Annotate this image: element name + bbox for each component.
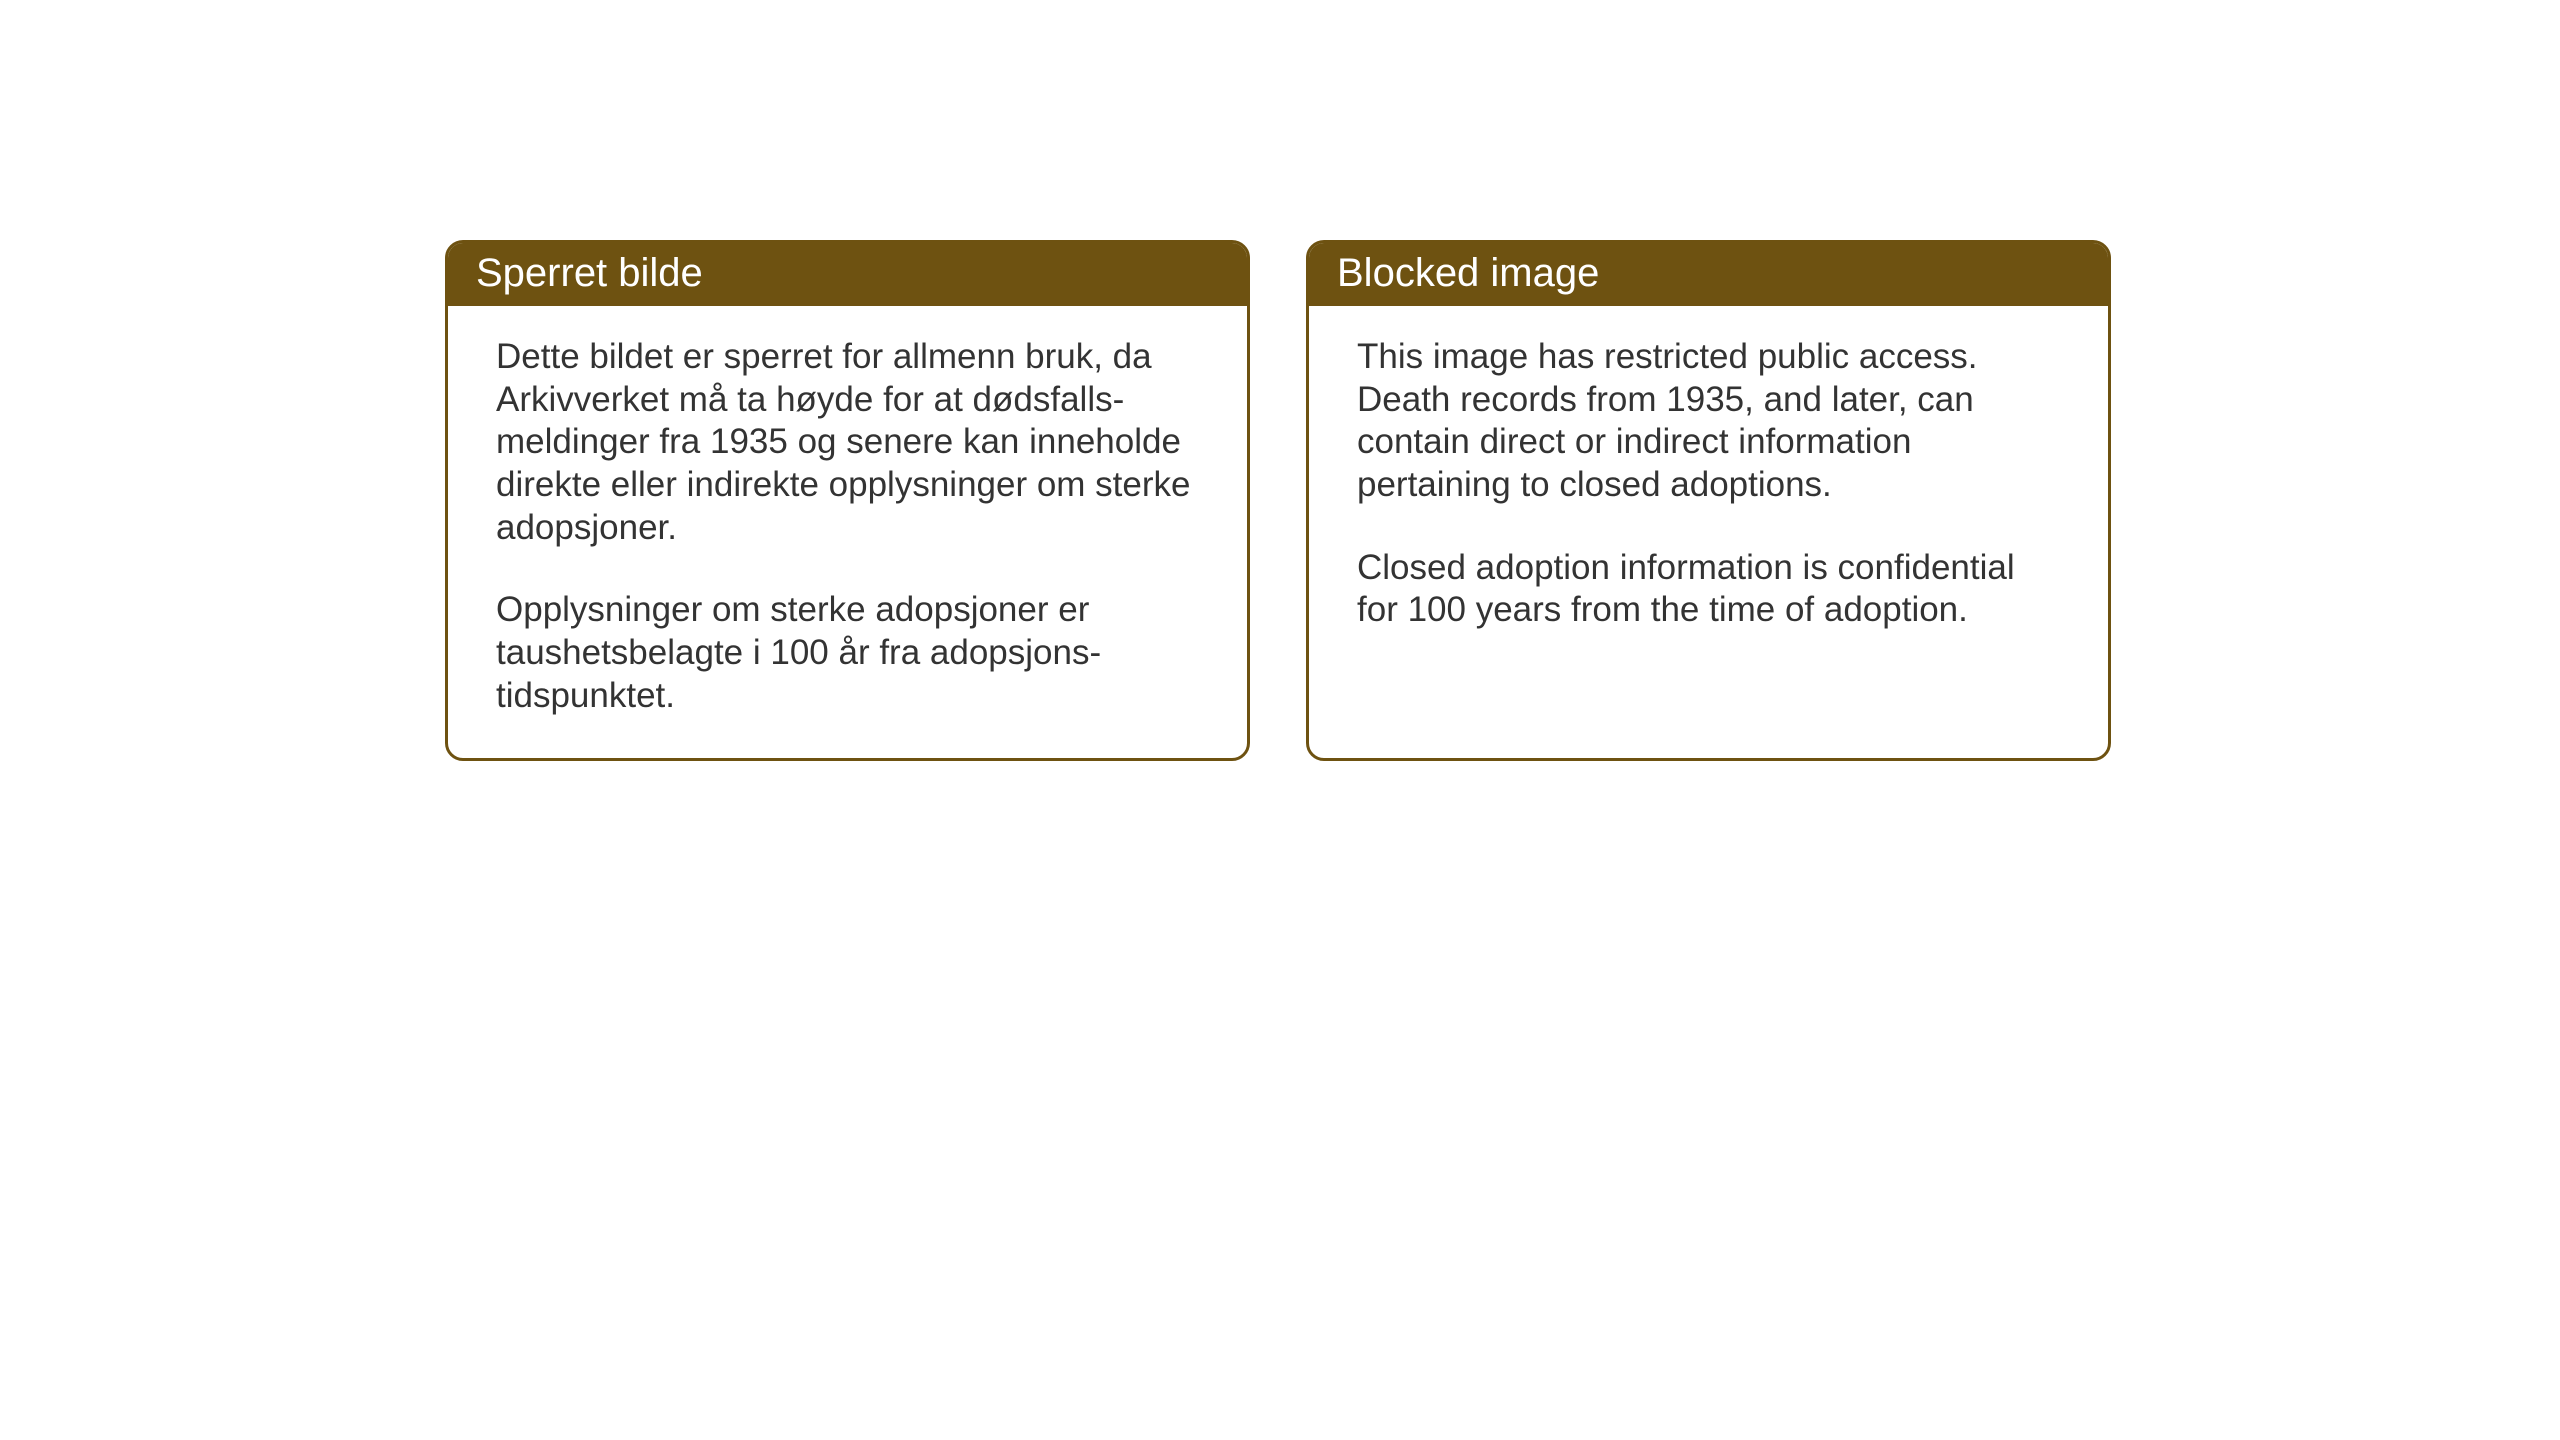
english-paragraph-2: Closed adoption information is confident… [1357, 547, 2060, 632]
english-card-body: This image has restricted public access.… [1309, 306, 2108, 672]
english-paragraph-1: This image has restricted public access.… [1357, 336, 2060, 507]
norwegian-card-body: Dette bildet er sperret for allmenn bruk… [448, 306, 1247, 758]
english-card-header: Blocked image [1309, 243, 2108, 306]
norwegian-paragraph-1: Dette bildet er sperret for allmenn bruk… [496, 336, 1199, 549]
english-info-card: Blocked image This image has restricted … [1306, 240, 2111, 761]
english-card-title: Blocked image [1337, 251, 1599, 295]
norwegian-info-card: Sperret bilde Dette bildet er sperret fo… [445, 240, 1250, 761]
cards-container: Sperret bilde Dette bildet er sperret fo… [445, 240, 2111, 761]
norwegian-card-title: Sperret bilde [476, 251, 703, 295]
norwegian-card-header: Sperret bilde [448, 243, 1247, 306]
norwegian-paragraph-2: Opplysninger om sterke adopsjoner er tau… [496, 589, 1199, 717]
